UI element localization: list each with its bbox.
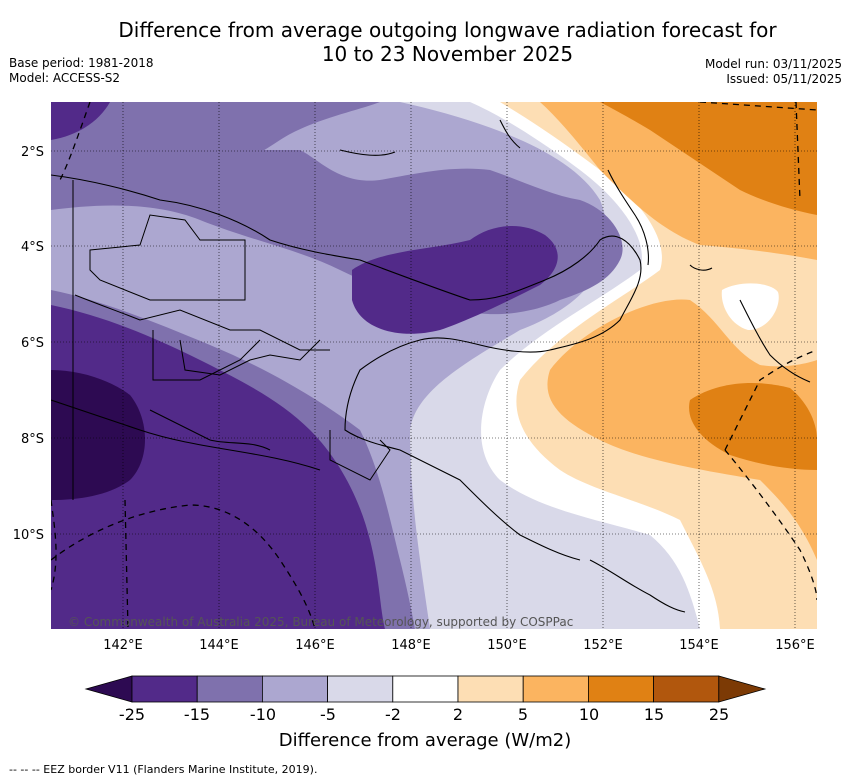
band-minus25-minus15-central — [352, 225, 558, 334]
anomaly-field — [51, 102, 817, 629]
lat-label: 2°S — [21, 145, 44, 160]
colorbar-tick: -5 — [320, 705, 336, 724]
lon-label: 142°E — [103, 638, 143, 653]
colorbar-tick: -25 — [119, 705, 145, 724]
colorbar-ticks: -25 -15 -10 -5 -2 2 5 10 15 25 — [119, 705, 729, 724]
colorbar-title: Difference from average (W/m2) — [278, 730, 572, 751]
lon-label: 144°E — [199, 638, 239, 653]
gridlines — [51, 102, 817, 629]
lon-label: 156°E — [775, 638, 815, 653]
band-minus25-minus15-corner — [51, 102, 110, 140]
colorbar-segment — [261, 675, 328, 703]
map-title: Difference from average outgoing longwav… — [0, 18, 850, 66]
colorbar-segment — [457, 675, 524, 703]
copyright: © Commonwealth of Australia 2025, Bureau… — [68, 615, 573, 629]
colorbar-segment — [196, 675, 263, 703]
model-run: Model run: 03/11/2025 — [704, 57, 842, 71]
lon-label: 152°E — [583, 638, 623, 653]
meta-left: Base period: 1981-2018 Model: ACCESS-S2 — [9, 56, 154, 86]
map-title-line2: 10 to 23 November 2025 — [321, 42, 574, 66]
colorbar-tick: 15 — [644, 705, 664, 724]
colorbar-segment — [588, 675, 655, 703]
colorbar-tick: 25 — [709, 705, 729, 724]
meta-right: Model run: 03/11/2025 Issued: 05/11/2025 — [705, 57, 842, 87]
band-minus2-plus2-hole — [721, 283, 779, 330]
band-plus10-plus15-north — [600, 102, 817, 215]
colorbar-segment — [131, 675, 198, 703]
band-plus5-plus10-south — [547, 299, 817, 560]
issued-date: Issued: 05/11/2025 — [726, 72, 842, 86]
colorbar-segment — [327, 675, 394, 703]
colorbar-segment — [522, 675, 589, 703]
colorbar-extend-high — [718, 675, 767, 703]
lat-label: 8°S — [21, 432, 44, 447]
lon-label: 150°E — [487, 638, 527, 653]
map-title-line1: Difference from average outgoing longwav… — [118, 18, 777, 42]
province-borders — [72, 180, 391, 500]
colorbar-extend-low — [84, 675, 133, 703]
colorbar-segment — [653, 675, 720, 703]
colorbar-tick: -2 — [385, 705, 401, 724]
band-plus10-plus15-south — [689, 383, 817, 470]
lat-label: 6°S — [21, 336, 44, 351]
band-below-minus25 — [51, 370, 145, 500]
band-minus25-minus15-south — [51, 305, 385, 629]
colorbar — [84, 675, 767, 703]
lon-label: 154°E — [679, 638, 719, 653]
lat-axis: 2°S 4°S 6°S 8°S 10°S — [13, 145, 44, 543]
lat-label: 4°S — [21, 240, 44, 255]
lon-axis: 142°E 144°E 146°E 148°E 150°E 152°E 154°… — [103, 638, 815, 653]
base-period: Base period: 1981-2018 — [9, 56, 154, 70]
colorbar-tick: -10 — [250, 705, 276, 724]
colorbar-tick: 2 — [453, 705, 463, 724]
lon-label: 146°E — [295, 638, 335, 653]
colorbar-tick: -15 — [184, 705, 210, 724]
colorbar-tick: 10 — [579, 705, 599, 724]
colorbar-tick: 5 — [518, 705, 528, 724]
colorbar-segment — [392, 675, 459, 703]
coastlines — [51, 119, 811, 613]
lon-label: 148°E — [391, 638, 431, 653]
model-name: Model: ACCESS-S2 — [9, 71, 121, 85]
lat-label: 10°S — [13, 528, 44, 543]
eez-legend: -- -- -- EEZ border V11 (Flanders Marine… — [9, 763, 318, 776]
